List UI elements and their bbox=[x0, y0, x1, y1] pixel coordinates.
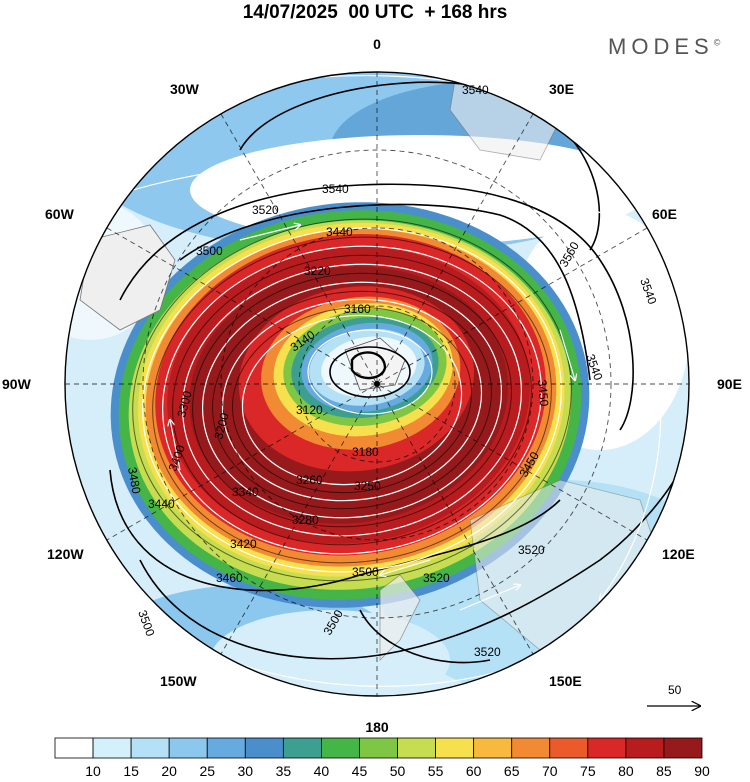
contour-line bbox=[179, 203, 591, 381]
colorbar-swatch bbox=[54, 737, 94, 759]
colorbar-label: 60 bbox=[466, 763, 482, 779]
meridian-label-120w: 120W bbox=[47, 546, 84, 562]
graticule bbox=[65, 72, 689, 696]
meridian-label-0: 0 bbox=[373, 36, 381, 52]
brand-mark: © bbox=[713, 37, 721, 48]
contour-line bbox=[119, 183, 634, 431]
colorbar-swatch bbox=[511, 737, 551, 759]
contour-label: 3280 bbox=[292, 513, 319, 527]
contour-label: 3440 bbox=[326, 225, 353, 239]
meridian-label-90w: 90W bbox=[2, 376, 32, 392]
meridian-label-150w: 150W bbox=[160, 673, 197, 689]
colorbar-swatch bbox=[549, 737, 589, 759]
colorbar-label: 55 bbox=[428, 763, 444, 779]
meridian-label-30w: 30W bbox=[170, 81, 200, 97]
colorbar-label: 90 bbox=[694, 763, 710, 779]
contour-label: 3420 bbox=[230, 537, 257, 551]
contour-label: 3120 bbox=[296, 403, 323, 417]
colorbar-label: 80 bbox=[618, 763, 634, 779]
contour-label: 3250 bbox=[354, 479, 381, 493]
colorbar-label: 40 bbox=[314, 763, 330, 779]
colorbar-label: 25 bbox=[199, 763, 215, 779]
colorbar-swatch bbox=[321, 737, 360, 759]
contour-label: 3340 bbox=[232, 485, 259, 499]
colorbar-swatch bbox=[92, 737, 132, 759]
colorbar-label: 65 bbox=[504, 763, 520, 779]
meridian-label-30e: 30E bbox=[549, 81, 574, 97]
contour-label: 3440 bbox=[148, 497, 175, 511]
colorbar-swatch bbox=[244, 737, 284, 759]
colorbar-swatch bbox=[473, 737, 513, 759]
colorbar-label: 75 bbox=[580, 763, 596, 779]
contour-label: 3450 bbox=[535, 379, 551, 407]
map-border bbox=[64, 71, 690, 697]
contour-label: 3220 bbox=[304, 264, 331, 278]
contour-line bbox=[350, 351, 387, 380]
colorbar-swatch bbox=[397, 737, 436, 759]
colorbar-label: 10 bbox=[85, 763, 101, 779]
contour-line bbox=[359, 609, 491, 664]
contour-label: 3260 bbox=[296, 473, 323, 487]
colorbar-swatch bbox=[663, 737, 703, 759]
contour-line bbox=[139, 469, 681, 660]
contour-label: 3520 bbox=[518, 543, 545, 557]
contour-label: 3160 bbox=[344, 302, 371, 316]
contour-label: 3520 bbox=[423, 571, 450, 585]
contour-label: 3520 bbox=[252, 203, 279, 217]
contour-label: 3540 bbox=[322, 182, 349, 196]
meridian-label-180: 180 bbox=[365, 719, 389, 735]
contour-label: 3460 bbox=[216, 571, 243, 585]
colorbar-label: 85 bbox=[656, 763, 672, 779]
new-zealand-land bbox=[379, 574, 421, 661]
colorbar-label: 30 bbox=[238, 763, 254, 779]
brand-logo: MODES© bbox=[608, 34, 720, 60]
contour-label: 3540 bbox=[462, 83, 489, 97]
contour-label: 3480 bbox=[125, 466, 143, 495]
contour-label: 3500 bbox=[196, 244, 223, 258]
colorbar-swatch bbox=[282, 737, 322, 759]
contour-label: 3180 bbox=[352, 445, 379, 459]
meridian-label-90e: 90E bbox=[717, 376, 742, 392]
contour-line bbox=[109, 469, 561, 592]
meridian-label-60w: 60W bbox=[45, 206, 75, 222]
contour-label-group: 3540 3540 3520 3560 3540 3540 3500 3440 … bbox=[125, 83, 660, 659]
wind-reference-vector: 50 bbox=[647, 683, 700, 706]
contour-label: 3520 bbox=[474, 645, 501, 659]
colorbar-swatch bbox=[587, 737, 627, 759]
colorbar-swatch bbox=[435, 737, 475, 759]
meridian-label-60e: 60E bbox=[652, 206, 677, 222]
colorbar-swatch bbox=[130, 737, 170, 759]
map-title: 14/07/2025 00 UTC + 168 hrs bbox=[242, 2, 508, 23]
colorbar-label: 20 bbox=[161, 763, 177, 779]
colorbar-swatch bbox=[359, 737, 398, 759]
colorbar-label: 35 bbox=[276, 763, 292, 779]
colorbar-swatch bbox=[206, 737, 246, 759]
colorbar-swatch bbox=[625, 737, 665, 759]
south-pole-marker bbox=[374, 381, 380, 387]
colorbar-label: 15 bbox=[123, 763, 139, 779]
south-america-land bbox=[79, 224, 176, 331]
wind-reference-value: 50 bbox=[668, 683, 682, 697]
brand-name: MODES bbox=[608, 34, 714, 59]
colorbar-label: 45 bbox=[352, 763, 368, 779]
contour-label: 3500 bbox=[135, 608, 157, 638]
contour-label: 3200 bbox=[211, 411, 232, 441]
colorbar-label: 50 bbox=[390, 763, 406, 779]
contour-label: 3500 bbox=[352, 565, 379, 579]
colorbar-label: 70 bbox=[542, 763, 558, 779]
wind-speed-field bbox=[65, 72, 689, 696]
colorbar-swatch bbox=[168, 737, 208, 759]
meridian-label-150e: 150E bbox=[549, 673, 582, 689]
meridian-label-120e: 120E bbox=[662, 546, 695, 562]
meridian-labels: 0 30E 60E 90E 120E 150E 180 150W 120W 90… bbox=[2, 36, 742, 735]
colorbar: 10 15 20 25 30 35 40 45 50 55 60 65 70 75 80 85 90 bbox=[54, 737, 710, 779]
contour-label: 3300 bbox=[174, 389, 195, 419]
